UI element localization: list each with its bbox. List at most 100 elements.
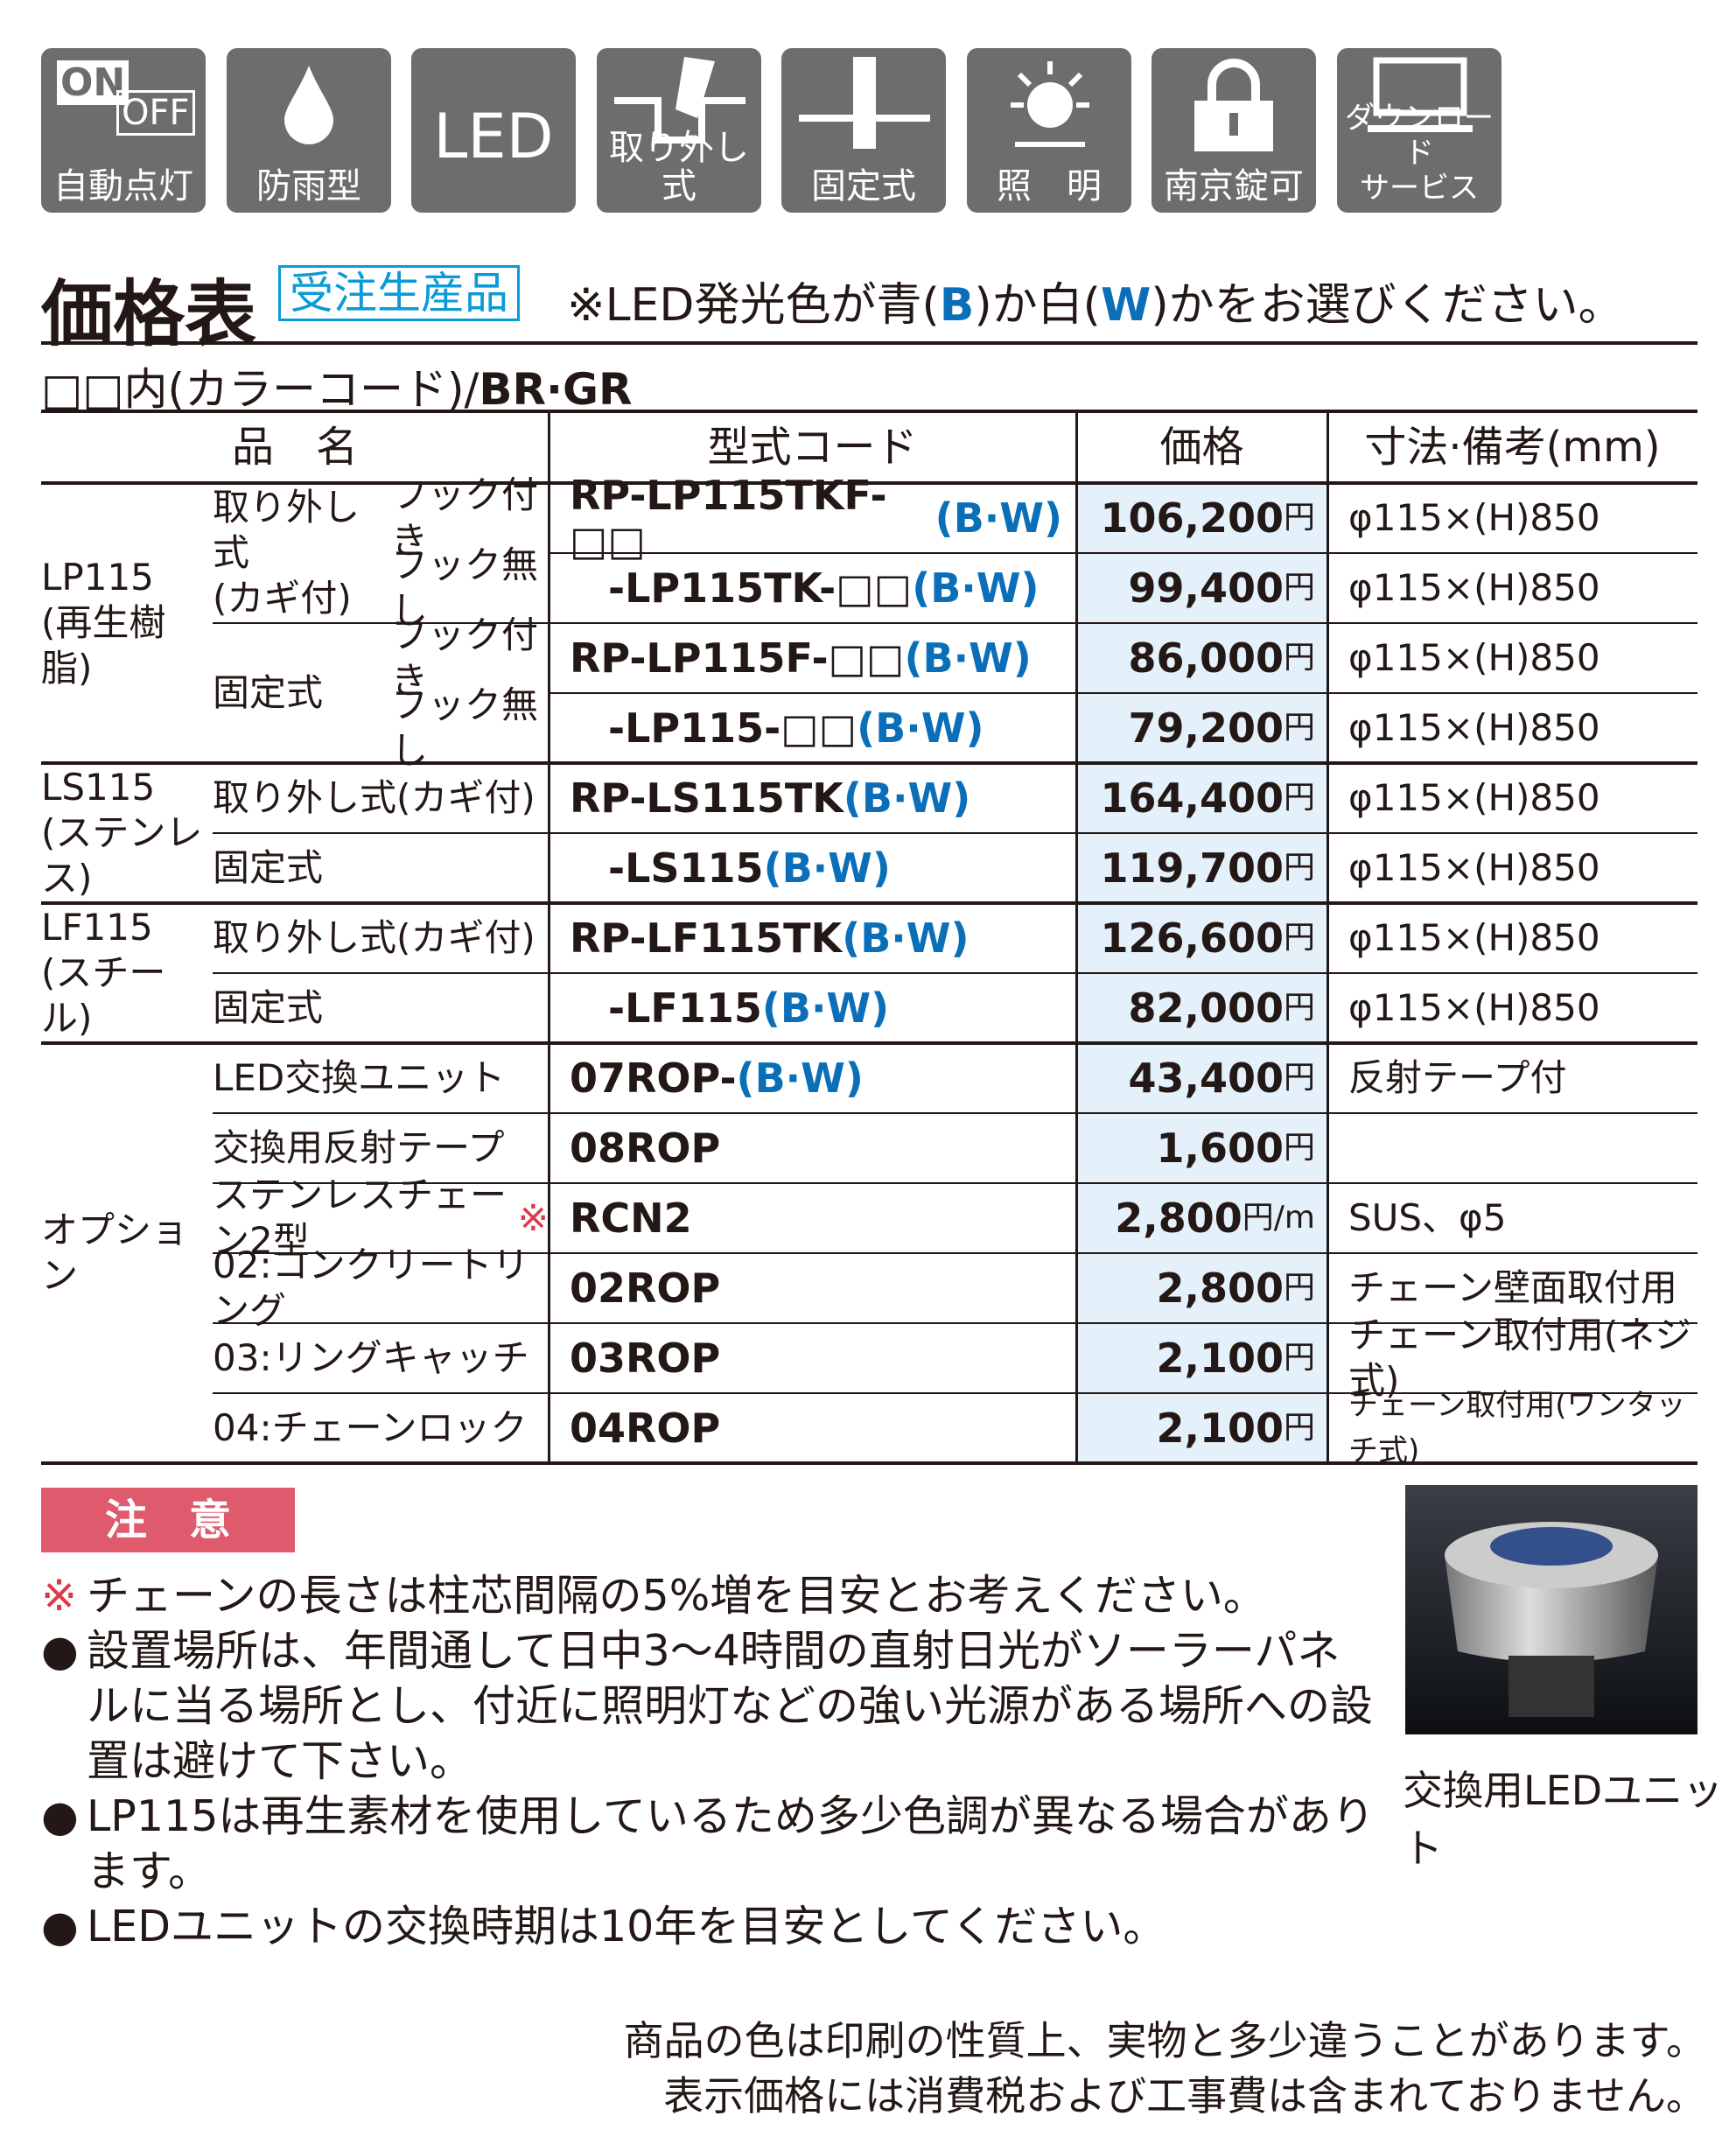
lock-symbol bbox=[1194, 59, 1273, 151]
code: RP-LF115TK (B·W) bbox=[570, 903, 1062, 973]
code-text: 04ROP bbox=[570, 1405, 721, 1452]
price: 99,400 円 bbox=[1076, 553, 1315, 623]
spec: φ115×(H)850 bbox=[1348, 566, 1600, 609]
price: 2,800 円 bbox=[1076, 1253, 1315, 1323]
pc-symbol bbox=[1368, 57, 1473, 132]
note-bullet: ※ bbox=[41, 1571, 78, 1621]
note-item: ● LEDユニットの交換時期は10年を目安としてください。 bbox=[41, 1899, 1380, 1954]
note-item: ● 設置場所は、年間通して日中3～4時間の直射日光がソーラーパネルに当る場所とし、… bbox=[41, 1623, 1380, 1789]
type-text: 固定式 bbox=[213, 986, 324, 1029]
price-value: 2,100 bbox=[1156, 1335, 1284, 1382]
drop bbox=[284, 66, 333, 144]
code-text: -LP115-□□ bbox=[608, 704, 858, 752]
note-part: ※LED発光色が青( bbox=[567, 279, 940, 332]
note-item: ● LP115は再生素材を使用しているため多少色調が異なる場合があります。 bbox=[41, 1789, 1380, 1899]
note-bullet: ● bbox=[41, 1626, 79, 1676]
photo-caption: 交換用LEDユニット bbox=[1403, 1767, 1724, 1872]
note-part: )か白( bbox=[974, 279, 1101, 332]
icon-label: 取り外し式 bbox=[609, 128, 749, 207]
rule bbox=[41, 341, 1698, 345]
price-unit: 円 bbox=[1283, 500, 1315, 536]
type-name: 固定式 bbox=[213, 833, 549, 903]
spec: SUS、φ5 bbox=[1348, 1196, 1507, 1239]
spec: φ115×(H)850 bbox=[1348, 636, 1600, 679]
header-cell: 型式コード bbox=[707, 423, 918, 472]
code: RP-LP115TKF-□□ (B·W) bbox=[570, 473, 1062, 564]
code: RCN2 bbox=[570, 1183, 1062, 1253]
code-text: -LS115 bbox=[608, 844, 764, 892]
note-bullet: ● bbox=[41, 1791, 79, 1841]
variant: (B·W) bbox=[843, 774, 971, 822]
note-bullet: ● bbox=[41, 1902, 79, 1951]
table-line bbox=[213, 1392, 1698, 1394]
footer-line: 表示価格には消費税および工事費は含まれておりません。 bbox=[663, 2072, 1706, 2119]
spec: φ115×(H)850 bbox=[1348, 776, 1600, 819]
color-codes: BR·GR bbox=[479, 364, 633, 415]
type-name: 取り外し式(カギ付) bbox=[213, 763, 549, 833]
notes-title: 注 意 bbox=[41, 1488, 295, 1552]
type-name: 04:チェーンロック bbox=[213, 1393, 549, 1463]
price-unit: 円 bbox=[1283, 990, 1315, 1026]
header-cell: 価格 bbox=[1159, 423, 1244, 472]
header-cell: 品 名 bbox=[231, 423, 358, 472]
variant: (B·W) bbox=[761, 984, 890, 1032]
price-value: 119,700 bbox=[1100, 844, 1284, 892]
icon: ダウンロード サービス bbox=[1337, 48, 1502, 213]
type-name: LED交換ユニット bbox=[213, 1043, 549, 1113]
price: 86,000 円 bbox=[1076, 623, 1315, 693]
table-line bbox=[213, 1182, 1698, 1184]
note-part: )かをお選びください。 bbox=[1151, 279, 1624, 332]
table-line bbox=[41, 761, 1698, 765]
price-unit: 円 bbox=[1283, 780, 1315, 816]
type-text: 取り外し式(カギ付) bbox=[213, 776, 536, 819]
type-text: 取り外し式 (カギ付) bbox=[213, 486, 360, 620]
spec: φ115×(H)850 bbox=[1348, 496, 1600, 539]
table-line bbox=[41, 1461, 1698, 1465]
note-text: 設置場所は、年間通して日中3～4時間の直射日光がソーラーパネルに当る場所とし、付… bbox=[87, 1626, 1374, 1786]
icon: 防雨型 bbox=[227, 48, 391, 213]
price-value: 106,200 bbox=[1100, 494, 1284, 542]
icon-label: 防雨型 bbox=[256, 166, 361, 207]
type-text: LED交換ユニット bbox=[213, 1056, 506, 1099]
type-name: 交換用反射テープ bbox=[213, 1113, 549, 1183]
code-text: 08ROP bbox=[570, 1125, 721, 1172]
price-unit: 円 bbox=[1283, 1060, 1315, 1096]
icon: 取り外し式 bbox=[597, 48, 761, 213]
price-unit: 円 bbox=[1283, 570, 1315, 606]
note-part: B bbox=[939, 279, 975, 332]
photo bbox=[1405, 1485, 1698, 1734]
type-text: 02:コンクリートリング bbox=[213, 1244, 529, 1332]
variant: (B·W) bbox=[763, 844, 891, 892]
price: 79,200 円 bbox=[1076, 693, 1315, 763]
price: 43,400 円 bbox=[1076, 1043, 1315, 1113]
variant: (B·W) bbox=[736, 1054, 864, 1102]
code: -LS115 (B·W) bbox=[608, 833, 1101, 903]
code: -LP115-□□ (B·W) bbox=[608, 693, 1101, 763]
price-value: 2,800 bbox=[1115, 1195, 1242, 1242]
table-line bbox=[549, 552, 1698, 554]
section-name: LP115 (再生樹脂) bbox=[41, 556, 166, 690]
type-text: 03:リングキャッチ bbox=[213, 1336, 529, 1379]
detach-symbol bbox=[614, 57, 746, 144]
icon-led: LED bbox=[433, 101, 554, 172]
type-name: 取り外し式 (カギ付) bbox=[213, 483, 391, 623]
type-text: 交換用反射テープ bbox=[213, 1126, 505, 1169]
price: 164,400 円 bbox=[1076, 763, 1315, 833]
price-value: 1,600 bbox=[1156, 1125, 1284, 1172]
price: 2,800 円/m bbox=[1076, 1183, 1315, 1253]
badge: 受注生産品 bbox=[278, 265, 520, 321]
price-unit: 円 bbox=[1283, 710, 1315, 746]
price: 82,000 円 bbox=[1076, 973, 1315, 1043]
header-note: ※LED発光色が青(B)か白(W)かをお選びください。 bbox=[567, 268, 1624, 333]
spec: チェーン壁面取付用 bbox=[1348, 1266, 1677, 1309]
price-unit: 円 bbox=[1283, 1270, 1315, 1306]
type-text: 固定式 bbox=[213, 671, 324, 714]
code: -LP115TK-□□ (B·W) bbox=[608, 553, 1101, 623]
section-name: LS115 (ステンレス) bbox=[41, 766, 203, 900]
price-value: 82,000 bbox=[1128, 984, 1284, 1032]
price: 126,600 円 bbox=[1076, 903, 1315, 973]
code-text: RCN2 bbox=[570, 1195, 692, 1242]
table-line bbox=[41, 410, 1698, 413]
price-unit: 円 bbox=[1283, 1410, 1315, 1446]
icon-label: 固定式 bbox=[811, 166, 916, 207]
